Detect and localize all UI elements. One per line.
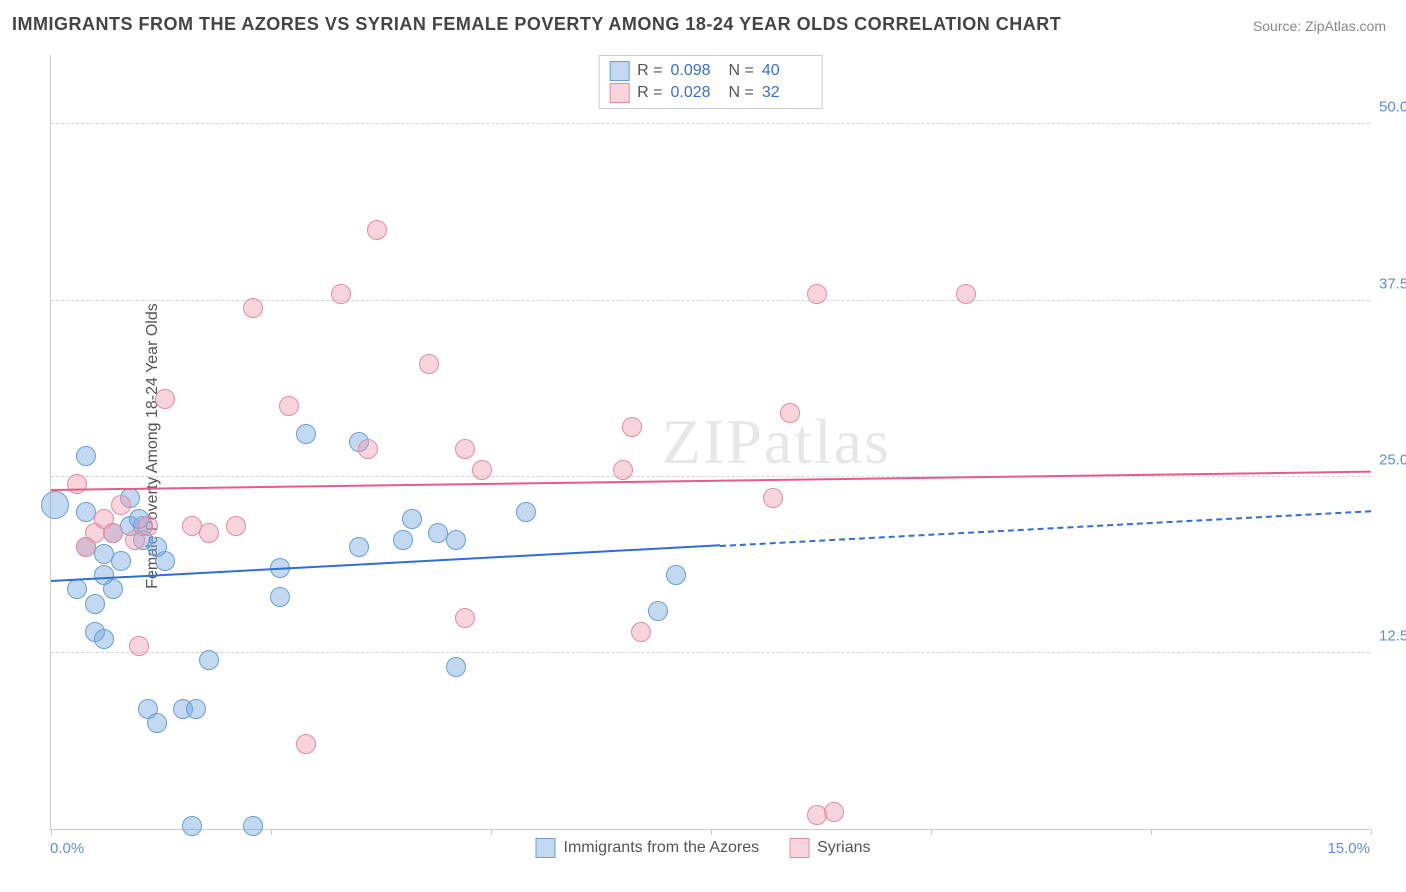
scatter-point-syrians <box>111 495 131 515</box>
legend-label: Syrians <box>817 839 870 857</box>
y-tick-label: 50.0% <box>1373 99 1406 116</box>
scatter-point-syrians <box>155 389 175 409</box>
stat-value-n: 40 <box>762 60 812 82</box>
scatter-point-syrians <box>419 354 439 374</box>
x-axis-min-label: 0.0% <box>50 840 84 857</box>
scatter-point-azores <box>516 502 536 522</box>
scatter-point-azores <box>155 551 175 571</box>
scatter-point-syrians <box>331 284 351 304</box>
bottom-legend: Immigrants from the Azores Syrians <box>536 838 871 858</box>
chart-title: IMMIGRANTS FROM THE AZORES VS SYRIAN FEM… <box>12 14 1061 35</box>
scatter-point-syrians <box>455 608 475 628</box>
scatter-point-azores <box>296 424 316 444</box>
x-tick <box>51 829 52 835</box>
trend-line <box>51 471 1371 491</box>
legend-swatch <box>609 61 629 81</box>
stat-value-r: 0.098 <box>671 60 721 82</box>
x-tick <box>271 829 272 835</box>
scatter-point-azores <box>446 657 466 677</box>
scatter-point-syrians <box>67 474 87 494</box>
scatter-point-syrians <box>296 734 316 754</box>
scatter-point-azores <box>111 551 131 571</box>
legend-swatch <box>609 83 629 103</box>
scatter-point-syrians <box>631 622 651 642</box>
scatter-point-azores <box>67 579 87 599</box>
scatter-point-syrians <box>807 805 827 825</box>
scatter-point-syrians <box>226 516 246 536</box>
scatter-point-azores <box>186 699 206 719</box>
legend-swatch <box>789 838 809 858</box>
y-tick-label: 37.5% <box>1373 275 1406 292</box>
scatter-point-syrians <box>243 298 263 318</box>
x-tick <box>491 829 492 835</box>
scatter-point-syrians <box>763 488 783 508</box>
scatter-point-azores <box>147 713 167 733</box>
scatter-point-azores <box>41 491 69 519</box>
stat-value-n: 32 <box>762 82 812 104</box>
x-tick <box>1151 829 1152 835</box>
scatter-point-syrians <box>622 417 642 437</box>
scatter-point-azores <box>666 565 686 585</box>
scatter-point-syrians <box>472 460 492 480</box>
gridline <box>51 652 1370 653</box>
stat-label-r: R = <box>637 60 662 82</box>
x-tick <box>931 829 932 835</box>
source-attribution: Source: ZipAtlas.com <box>1253 18 1386 34</box>
gridline <box>51 476 1370 477</box>
scatter-point-azores <box>446 530 466 550</box>
scatter-point-syrians <box>76 537 96 557</box>
legend-swatch <box>536 838 556 858</box>
x-tick <box>711 829 712 835</box>
scatter-point-azores <box>349 537 369 557</box>
plot-area: ZIPatlas R =0.098N =40R =0.028N =32 12.5… <box>50 55 1370 830</box>
scatter-point-syrians <box>367 220 387 240</box>
stats-row-syrians: R = 0.028 N = 32 <box>609 82 812 104</box>
scatter-point-azores <box>103 579 123 599</box>
scatter-point-syrians <box>613 460 633 480</box>
scatter-point-syrians <box>824 802 844 822</box>
stats-legend-box: R = 0.098 N = 40 R = 0.028 N = 32 <box>598 55 823 109</box>
stat-value-r: 0.028 <box>671 82 721 104</box>
stat-label-n: N = <box>729 82 754 104</box>
scatter-point-azores <box>85 594 105 614</box>
legend-label: Immigrants from the Azores <box>564 839 760 857</box>
scatter-point-azores <box>94 629 114 649</box>
stats-row-azores: R = 0.098 N = 40 <box>609 60 812 82</box>
y-tick-label: 12.5% <box>1373 627 1406 644</box>
gridline <box>51 123 1370 124</box>
scatter-point-azores <box>76 446 96 466</box>
scatter-point-syrians <box>956 284 976 304</box>
scatter-point-syrians <box>455 439 475 459</box>
x-axis-max-label: 15.0% <box>1327 840 1370 857</box>
scatter-point-syrians <box>138 516 158 536</box>
scatter-point-azores <box>648 601 668 621</box>
legend-item-syrians: Syrians <box>789 838 870 858</box>
legend-item-azores: Immigrants from the Azores <box>536 838 760 858</box>
stat-label-n: N = <box>729 60 754 82</box>
trend-line <box>720 510 1371 547</box>
watermark: ZIPatlas <box>662 405 891 479</box>
scatter-point-syrians <box>780 403 800 423</box>
scatter-point-azores <box>393 530 413 550</box>
scatter-point-syrians <box>358 439 378 459</box>
scatter-point-syrians <box>807 284 827 304</box>
scatter-point-azores <box>199 650 219 670</box>
stat-label-r: R = <box>637 82 662 104</box>
scatter-point-azores <box>243 816 263 836</box>
scatter-point-azores <box>182 816 202 836</box>
y-tick-label: 25.0% <box>1373 451 1406 468</box>
scatter-point-syrians <box>279 396 299 416</box>
scatter-point-azores <box>402 509 422 529</box>
x-tick <box>1371 829 1372 835</box>
scatter-point-azores <box>270 587 290 607</box>
scatter-point-syrians <box>129 636 149 656</box>
scatter-point-syrians <box>103 523 123 543</box>
scatter-point-syrians <box>199 523 219 543</box>
